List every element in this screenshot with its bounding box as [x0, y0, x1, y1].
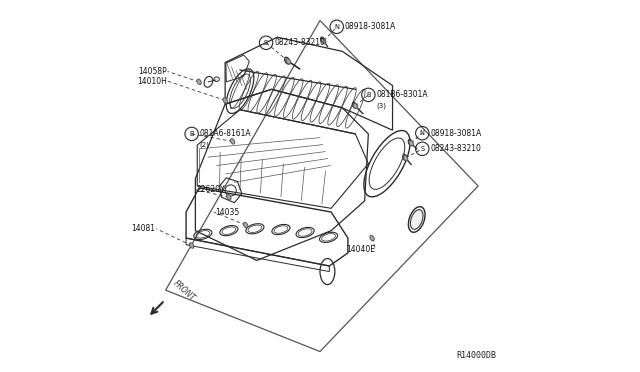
- Text: 14010H: 14010H: [137, 77, 167, 86]
- Ellipse shape: [408, 140, 412, 145]
- Text: 14081: 14081: [132, 224, 156, 233]
- Text: (3): (3): [376, 103, 387, 109]
- Ellipse shape: [353, 103, 358, 109]
- Ellipse shape: [403, 155, 408, 161]
- Ellipse shape: [321, 38, 326, 44]
- Text: S: S: [420, 146, 424, 152]
- Text: 22620Y: 22620Y: [196, 185, 225, 194]
- Ellipse shape: [227, 195, 231, 200]
- Ellipse shape: [403, 154, 407, 160]
- Ellipse shape: [286, 59, 291, 64]
- Ellipse shape: [189, 243, 194, 248]
- Ellipse shape: [409, 141, 413, 146]
- Text: 081B6-8301A: 081B6-8301A: [376, 90, 428, 99]
- Ellipse shape: [223, 98, 227, 103]
- Ellipse shape: [285, 57, 290, 64]
- Text: N: N: [334, 24, 339, 30]
- Ellipse shape: [230, 139, 235, 144]
- Ellipse shape: [408, 206, 425, 232]
- Text: 14058P: 14058P: [138, 67, 167, 76]
- Text: R14000DB: R14000DB: [457, 351, 497, 360]
- Ellipse shape: [197, 79, 202, 84]
- Ellipse shape: [370, 235, 374, 241]
- Text: B: B: [189, 131, 194, 137]
- Text: N: N: [420, 130, 425, 136]
- Text: 08243-83210: 08243-83210: [431, 144, 481, 153]
- Text: 08243-83210: 08243-83210: [275, 38, 325, 47]
- Text: FRONT: FRONT: [172, 279, 196, 303]
- Text: 081A6-8161A: 081A6-8161A: [200, 129, 252, 138]
- Text: (2): (2): [200, 142, 210, 148]
- Text: 14040E: 14040E: [346, 246, 375, 254]
- Text: 08918-3081A: 08918-3081A: [345, 22, 396, 31]
- Text: 14035: 14035: [215, 208, 239, 217]
- Text: B: B: [366, 92, 371, 98]
- Ellipse shape: [243, 222, 248, 228]
- Text: S: S: [264, 40, 268, 46]
- Text: 08918-3081A: 08918-3081A: [431, 129, 482, 138]
- Ellipse shape: [321, 37, 325, 43]
- Ellipse shape: [353, 102, 356, 108]
